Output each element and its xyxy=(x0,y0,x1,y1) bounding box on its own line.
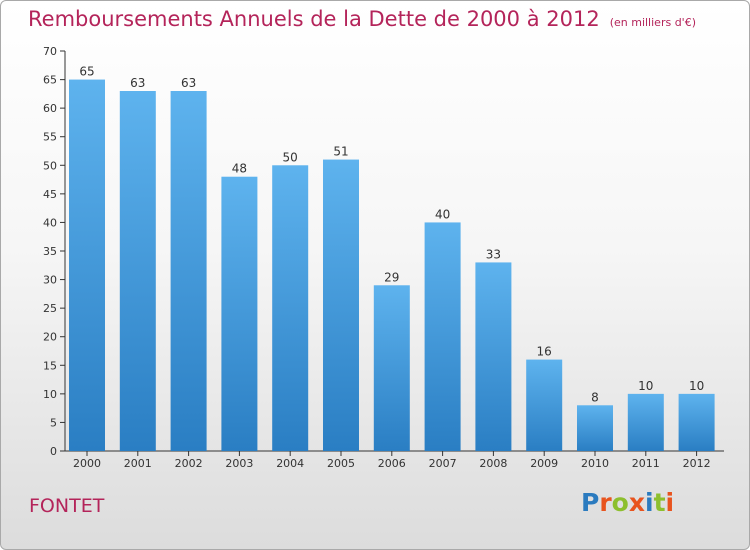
chart-title-text: Remboursements Annuels de la Dette de 20… xyxy=(28,7,600,31)
bar-2002 xyxy=(170,91,207,451)
logo-letter: x xyxy=(628,488,645,517)
y-tick-label: 65 xyxy=(43,74,57,87)
commune-name: FONTET xyxy=(29,495,105,517)
x-tick-label: 2001 xyxy=(124,457,152,470)
y-tick-label: 25 xyxy=(43,302,57,315)
x-tick-label: 2006 xyxy=(378,457,406,470)
bar-2007 xyxy=(424,222,461,451)
data-label-2002: 63 xyxy=(181,76,196,90)
y-tick-label: 60 xyxy=(43,102,57,115)
bar-2006 xyxy=(373,285,410,451)
data-label-2000: 65 xyxy=(79,65,94,79)
bar-2010 xyxy=(577,405,613,451)
y-tick-label: 35 xyxy=(43,245,57,258)
y-tick-label: 40 xyxy=(43,216,57,229)
chart-subtitle: (en milliers d'€) xyxy=(609,16,696,29)
y-tick-label: 0 xyxy=(50,445,57,458)
y-tick-label: 70 xyxy=(43,45,57,58)
bar-2011 xyxy=(627,393,664,451)
y-tick-label: 55 xyxy=(43,131,57,144)
x-tick-label: 2008 xyxy=(479,457,507,470)
logo-letter: P xyxy=(581,488,600,517)
data-label-2009: 16 xyxy=(537,345,552,359)
x-tick-label: 2002 xyxy=(175,457,203,470)
proxiti-logo: Proxiti xyxy=(581,488,674,517)
value-labels-group: 65 63 63 48 50 51 29 40 33 16 8 10 10 xyxy=(79,65,704,405)
data-label-2011: 10 xyxy=(638,379,653,393)
x-tick-label: 2007 xyxy=(429,457,457,470)
data-label-2005: 51 xyxy=(333,145,348,159)
data-label-2010: 8 xyxy=(591,390,599,404)
logo-letter: t xyxy=(653,488,666,517)
x-tick-label: 2003 xyxy=(225,457,253,470)
axes: 0 5 10 15 20 25 30 35 40 45 50 55 60 65 70 2000 2001 2002… xyxy=(43,45,724,470)
y-tick-label: 20 xyxy=(43,331,57,344)
x-tick-label: 2011 xyxy=(632,457,660,470)
bar-2004 xyxy=(272,165,309,452)
bar-2008 xyxy=(475,262,512,451)
data-label-2001: 63 xyxy=(130,76,145,90)
y-tick-label: 10 xyxy=(43,388,57,401)
logo-letter: i xyxy=(645,488,654,517)
logo-letter: o xyxy=(611,488,629,517)
bar-2001 xyxy=(119,91,156,451)
data-label-2008: 33 xyxy=(486,247,501,261)
chart-title: Remboursements Annuels de la Dette de 20… xyxy=(28,7,696,31)
data-label-2007: 40 xyxy=(435,207,450,221)
data-label-2003: 48 xyxy=(232,162,247,176)
bars-group xyxy=(69,79,715,452)
logo-letter: i xyxy=(665,488,675,517)
bar-2009 xyxy=(526,359,563,451)
bar-2005 xyxy=(323,159,359,452)
x-tick-label: 2012 xyxy=(683,457,711,470)
y-tick-label: 15 xyxy=(43,359,57,372)
data-label-2004: 50 xyxy=(283,150,298,164)
bar-2003 xyxy=(221,176,258,451)
y-tick-label: 30 xyxy=(43,274,57,287)
y-tick-label: 45 xyxy=(43,188,57,201)
x-tick-label: 2010 xyxy=(581,457,609,470)
data-label-2012: 10 xyxy=(689,379,704,393)
x-tick-label: 2005 xyxy=(327,457,355,470)
logo-letter: r xyxy=(599,488,612,517)
y-tick-label: 50 xyxy=(43,159,57,172)
y-tick-label: 5 xyxy=(50,416,57,429)
bar-2000 xyxy=(69,79,105,452)
x-tick-label: 2009 xyxy=(530,457,558,470)
x-tick-label: 2000 xyxy=(73,457,101,470)
x-tick-label: 2004 xyxy=(276,457,304,470)
bar-2012 xyxy=(678,393,715,451)
data-label-2006: 29 xyxy=(384,270,399,284)
